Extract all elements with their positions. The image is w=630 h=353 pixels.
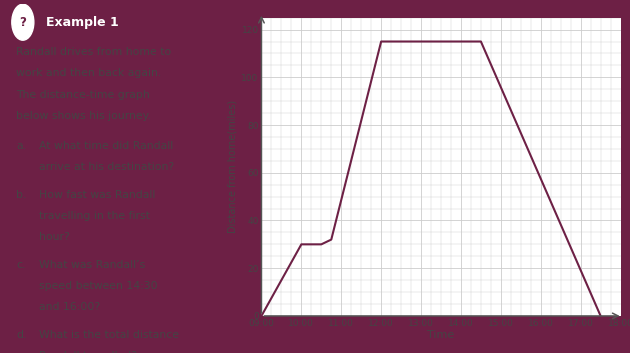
Text: b.: b. (16, 190, 27, 201)
Text: At what time did Randall: At what time did Randall (38, 141, 173, 151)
Circle shape (12, 4, 34, 40)
Text: c.: c. (16, 260, 26, 270)
Y-axis label: Distance from home(miles): Distance from home(miles) (227, 100, 238, 233)
Text: work and then back again.: work and then back again. (16, 68, 162, 78)
Text: Randall travelled?: Randall travelled? (38, 351, 137, 353)
Text: How fast was Randall: How fast was Randall (38, 190, 155, 201)
Text: a.: a. (16, 141, 26, 151)
Text: What was Randall’s: What was Randall’s (38, 260, 145, 270)
Text: travelling in the first: travelling in the first (38, 211, 149, 221)
Text: and 16:00?: and 16:00? (38, 302, 100, 312)
Text: speed between 14:30: speed between 14:30 (38, 281, 158, 291)
Polygon shape (4, 4, 180, 41)
Text: Example 1: Example 1 (46, 16, 119, 29)
X-axis label: Time: Time (427, 330, 455, 341)
Text: Randall drives from home to: Randall drives from home to (16, 47, 172, 57)
Text: arrive at his destination?: arrive at his destination? (38, 162, 174, 172)
Text: What is the total distance: What is the total distance (38, 330, 179, 340)
Text: ?: ? (20, 16, 26, 29)
Text: below shows his journey.: below shows his journey. (16, 111, 151, 121)
Text: The distance-time graph: The distance-time graph (16, 90, 150, 100)
Text: d.: d. (16, 330, 27, 340)
Text: hour?: hour? (38, 232, 69, 242)
